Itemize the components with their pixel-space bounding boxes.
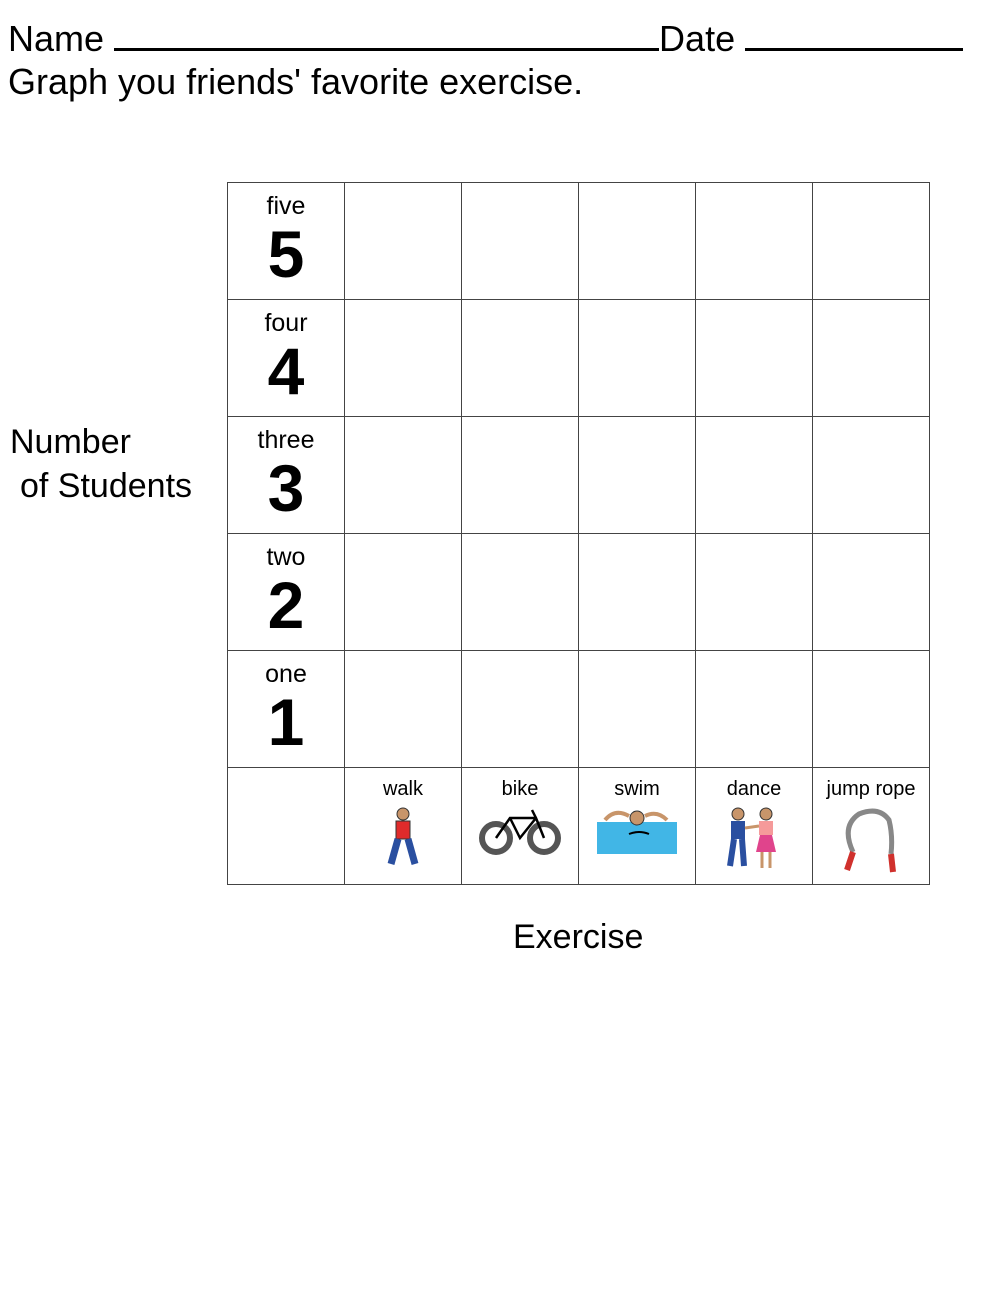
number-digit: 2 xyxy=(267,568,305,642)
exercise-label: dance xyxy=(726,778,782,800)
graph-cell-jump-rope-1[interactable] xyxy=(812,650,930,768)
number-digit: 5 xyxy=(267,217,305,291)
exercise-cell: swim xyxy=(578,767,696,885)
date-blank[interactable] xyxy=(745,18,964,51)
y-axis-label: Number of Students xyxy=(10,420,192,508)
number-digit: 1 xyxy=(267,685,305,759)
row-label-cell: one 1 xyxy=(227,650,345,768)
row-label-cell: five 5 xyxy=(227,182,345,300)
graph-cell-dance-5[interactable] xyxy=(695,182,813,300)
name-label: Name xyxy=(8,18,105,59)
graph-row: one 1 xyxy=(227,650,930,768)
instruction: Graph you friends' favorite exercise. xyxy=(8,61,584,102)
graph-cell-bike-5[interactable] xyxy=(461,182,579,300)
empty-corner-cell xyxy=(227,767,345,885)
y-axis-label-line2: of Students xyxy=(20,467,193,505)
graph-cell-swim-4[interactable] xyxy=(578,299,696,417)
graph-cell-dance-3[interactable] xyxy=(695,416,813,534)
graph-cell-dance-2[interactable] xyxy=(695,533,813,651)
exercise-label: bike xyxy=(501,778,539,800)
exercise-cell: jump rope xyxy=(812,767,930,885)
swimmer-icon xyxy=(579,806,695,861)
y-axis-label-line1: Number xyxy=(10,423,131,461)
number-digit: 4 xyxy=(267,334,305,408)
row-label-cell: four 4 xyxy=(227,299,345,417)
exercise-cell: dance xyxy=(695,767,813,885)
bicycle-icon xyxy=(462,806,578,861)
graph-cell-swim-2[interactable] xyxy=(578,533,696,651)
graph-cell-jump-rope-3[interactable] xyxy=(812,416,930,534)
number-word: four xyxy=(264,309,308,337)
graph-cell-walk-2[interactable] xyxy=(344,533,462,651)
graph-cell-swim-5[interactable] xyxy=(578,182,696,300)
name-date-row: Name Date xyxy=(8,18,964,59)
graph-cell-bike-1[interactable] xyxy=(461,650,579,768)
graph-row: five 5 xyxy=(227,182,930,300)
graph-cell-bike-3[interactable] xyxy=(461,416,579,534)
pictograph-grid: five 5 four 4 three 3 two 2 one 1 walk bike swim danc… xyxy=(227,182,930,885)
exercise-label: walk xyxy=(382,778,423,800)
exercise-row: walk bike swim dance jump rope xyxy=(227,767,930,885)
dancing-couple-icon xyxy=(696,806,812,877)
graph-cell-jump-rope-4[interactable] xyxy=(812,299,930,417)
number-word: five xyxy=(266,192,306,220)
graph-cell-jump-rope-5[interactable] xyxy=(812,182,930,300)
graph-cell-bike-4[interactable] xyxy=(461,299,579,417)
graph-cell-jump-rope-2[interactable] xyxy=(812,533,930,651)
exercise-cell: walk xyxy=(344,767,462,885)
graph-cell-dance-1[interactable] xyxy=(695,650,813,768)
graph-cell-walk-1[interactable] xyxy=(344,650,462,768)
graph-cell-walk-3[interactable] xyxy=(344,416,462,534)
graph-cell-swim-3[interactable] xyxy=(578,416,696,534)
jump-rope-icon xyxy=(813,806,929,881)
graph-cell-walk-5[interactable] xyxy=(344,182,462,300)
number-digit: 3 xyxy=(267,451,305,525)
graph-cell-bike-2[interactable] xyxy=(461,533,579,651)
date-label: Date xyxy=(659,18,736,59)
graph-cell-swim-1[interactable] xyxy=(578,650,696,768)
exercise-label: swim xyxy=(614,778,660,800)
name-blank[interactable] xyxy=(114,18,660,51)
graph-cell-walk-4[interactable] xyxy=(344,299,462,417)
graph-row: two 2 xyxy=(227,533,930,651)
row-label-cell: two 2 xyxy=(227,533,345,651)
number-word: two xyxy=(266,543,306,571)
graph-cell-dance-4[interactable] xyxy=(695,299,813,417)
exercise-cell: bike xyxy=(461,767,579,885)
graph-row: four 4 xyxy=(227,299,930,417)
walking-person-icon xyxy=(345,806,461,877)
row-label-cell: three 3 xyxy=(227,416,345,534)
graph-row: three 3 xyxy=(227,416,930,534)
number-word: three xyxy=(257,426,315,454)
x-axis-label: Exercise xyxy=(513,918,644,956)
exercise-label: jump rope xyxy=(826,778,916,800)
number-word: one xyxy=(265,660,307,688)
